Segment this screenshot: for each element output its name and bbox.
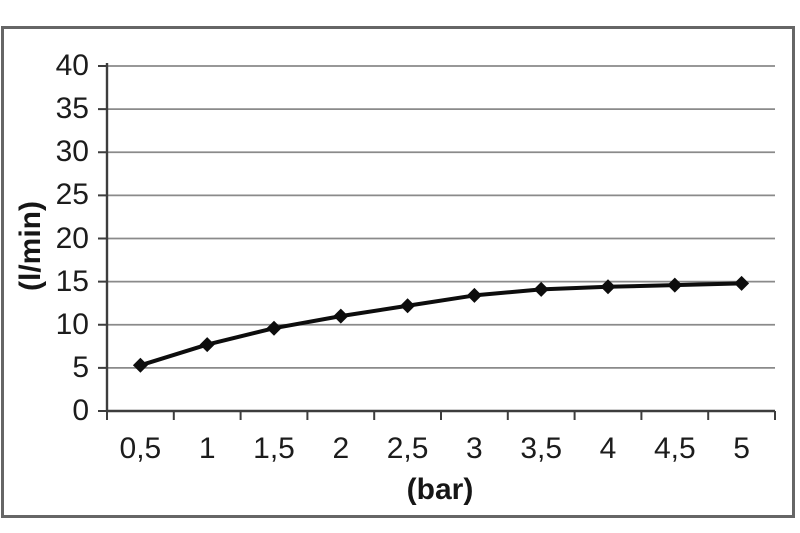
- data-point-marker: [667, 277, 683, 293]
- x-tick-label: 3: [466, 432, 483, 465]
- series-line: [138, 281, 744, 368]
- data-point-marker: [533, 281, 549, 297]
- y-tick-label: 40: [55, 49, 89, 82]
- x-tick-label: 0,5: [119, 432, 162, 465]
- y-tick-label: 25: [55, 178, 89, 212]
- x-axis-title: (bar): [406, 473, 474, 506]
- x-tick-label: 1,5: [253, 432, 295, 465]
- x-tick-label: 1: [198, 432, 216, 465]
- y-tick-label: 0: [72, 394, 89, 427]
- x-tick-label: 5: [733, 432, 750, 465]
- y-tick-label: 30: [55, 135, 89, 169]
- data-point-marker: [333, 308, 349, 324]
- x-tick-label: 2: [332, 432, 350, 465]
- x-tick-label: 4,5: [653, 432, 696, 465]
- x-tick-label: 3,5: [520, 432, 563, 465]
- data-point-marker: [600, 279, 616, 295]
- y-tick-label: 10: [55, 307, 89, 341]
- chart-frame: [1, 26, 795, 518]
- x-tick-label: 2,5: [386, 432, 429, 465]
- data-point-marker: [266, 320, 282, 336]
- x-tick-label: 4: [599, 432, 617, 465]
- y-tick-label: 35: [55, 92, 89, 126]
- data-point-marker: [132, 357, 148, 373]
- data-point-marker: [400, 298, 416, 314]
- y-tick-label: 15: [55, 264, 89, 298]
- y-axis-title: (l/min): [14, 201, 47, 291]
- y-tick-label: 20: [55, 221, 89, 255]
- data-point-marker: [734, 275, 750, 291]
- data-point-marker: [466, 287, 482, 303]
- data-point-marker: [199, 337, 215, 353]
- y-tick-label: 5: [72, 350, 89, 384]
